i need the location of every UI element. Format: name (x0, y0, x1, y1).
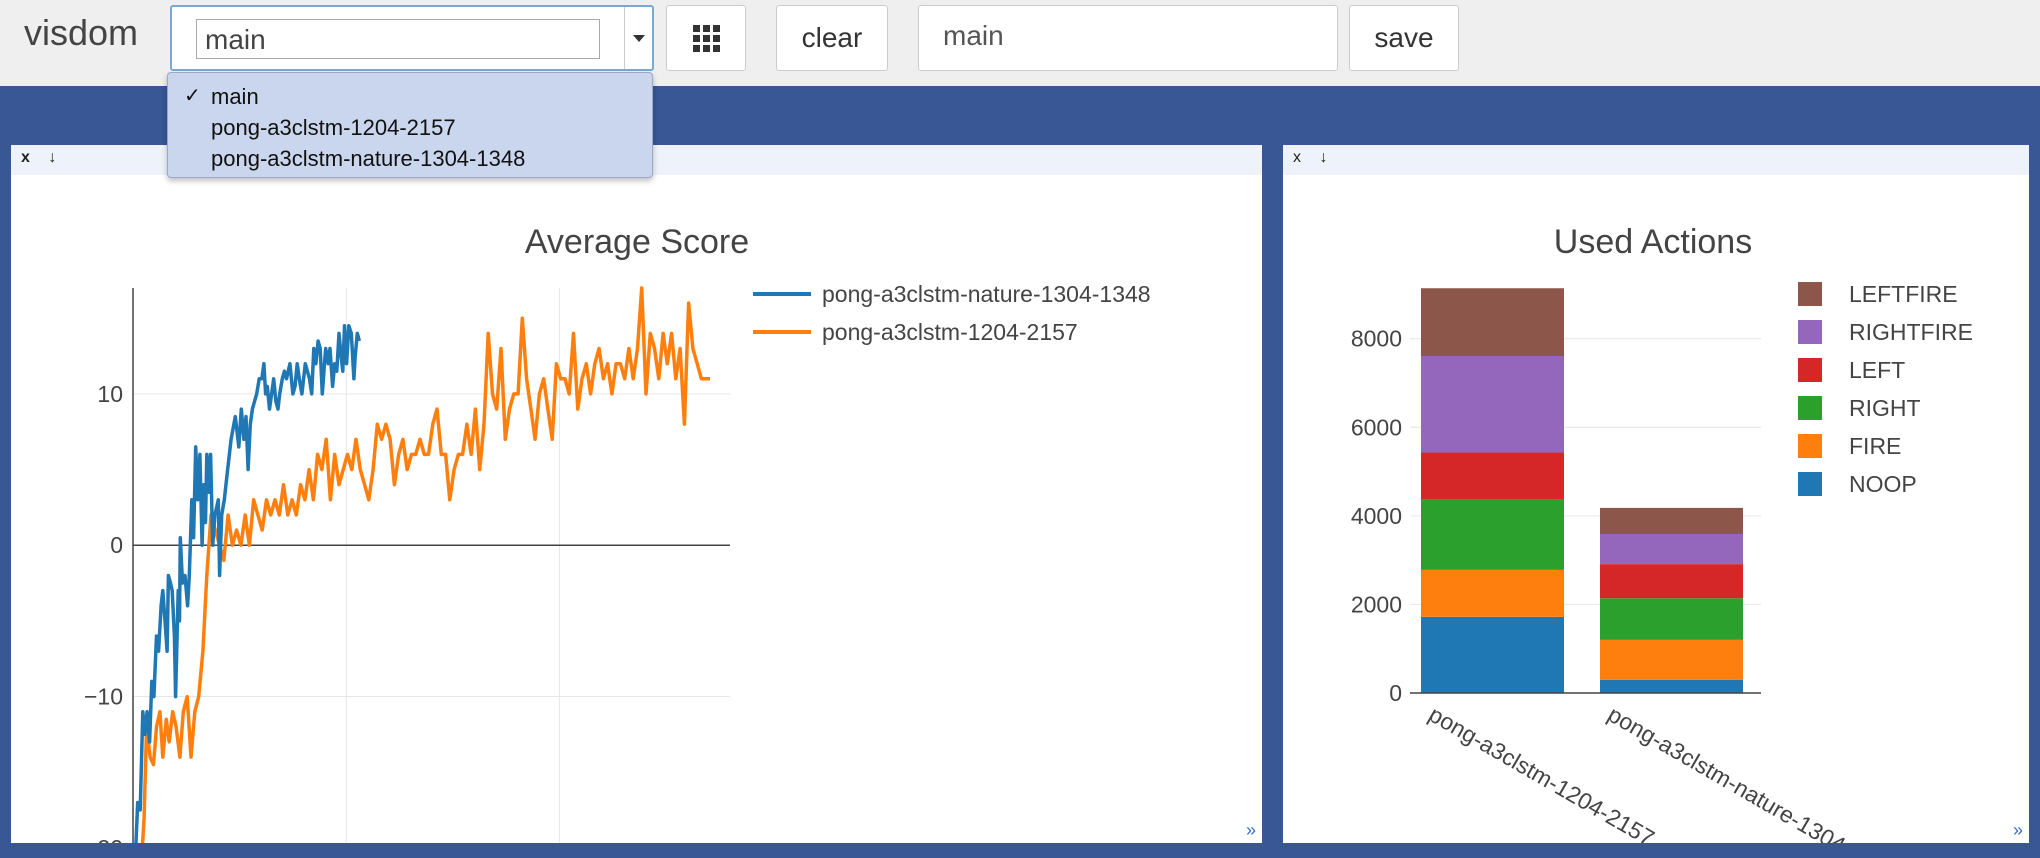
legend-swatch (1798, 282, 1822, 306)
bar-chart: Used Actions02000400060008000pong-a3clst… (1351, 223, 1973, 843)
legend-label: pong-a3clstm-nature-1304-1348 (822, 281, 1151, 307)
legend-label: FIRE (1849, 433, 1901, 459)
legend-swatch (1798, 396, 1822, 420)
layout-button[interactable] (666, 5, 746, 71)
legend-label: pong-a3clstm-1204-2157 (822, 319, 1078, 345)
y-tick-label: 4000 (1351, 503, 1402, 529)
legend-swatch (1798, 472, 1822, 496)
resize-handle[interactable]: » (1245, 820, 1256, 840)
bar-segment (1421, 616, 1564, 693)
line-chart: Average Score05M10M−20−10010pong-a3clstm… (84, 223, 1151, 843)
legend-label: LEFT (1849, 357, 1905, 383)
bar-segment (1600, 507, 1743, 535)
toolbar: visdom main clear main save (0, 0, 2040, 86)
legend-swatch (1798, 358, 1822, 382)
bar-segment (1600, 639, 1743, 680)
chart-title: Average Score (525, 223, 749, 261)
y-tick-label: 0 (1389, 680, 1402, 706)
env-option-label: main (211, 84, 259, 109)
checkmark-icon: ✓ (184, 85, 201, 107)
legend-swatch (1798, 434, 1822, 458)
environment-input[interactable]: main (196, 19, 600, 59)
bar-segment (1421, 288, 1564, 356)
y-tick-label: 10 (97, 381, 123, 407)
save-button[interactable]: save (1349, 5, 1459, 71)
env-option-label: pong-a3clstm-nature-1304-1348 (211, 146, 526, 171)
y-tick-label: 6000 (1351, 414, 1402, 440)
pane-used-actions: x ↓ Used Actions 0 2000 4000 6000 8000 pong-a3… (1283, 145, 2029, 843)
env-option[interactable]: pong-a3clstm-nature-1304-1348 (168, 143, 652, 174)
chart-title: Used Actions (1554, 223, 1752, 261)
pane-average-score: x ↓ Average Score05M10M−20−10010pong-a3c… (11, 145, 1262, 843)
y-tick-label: −20 (84, 835, 123, 843)
legend-label: RIGHTFIRE (1849, 319, 1973, 345)
legend-label: RIGHT (1849, 395, 1921, 421)
y-tick-label: 0 (110, 532, 123, 558)
legend-label: LEFTFIRE (1849, 281, 1958, 307)
download-button[interactable]: ↓ (48, 149, 57, 166)
bar-segment (1421, 355, 1564, 453)
env-option[interactable]: ✓ main (168, 81, 652, 112)
legend-label: NOOP (1849, 471, 1917, 497)
y-tick-label: −10 (84, 684, 123, 710)
pane-header: x ↓ (1283, 145, 2029, 175)
env-option[interactable]: pong-a3clstm-1204-2157 (168, 112, 652, 143)
close-button[interactable]: x (1293, 149, 1301, 166)
y-tick-label: 8000 (1351, 326, 1402, 352)
resize-handle[interactable]: » (2012, 820, 2023, 840)
legend-swatch (1798, 320, 1822, 344)
bar-segment (1421, 452, 1564, 500)
bar-segment (1421, 499, 1564, 570)
bar-segment (1600, 564, 1743, 599)
environment-select[interactable]: main (170, 5, 654, 71)
environment-dropdown: ✓ main pong-a3clstm-1204-2157 pong-a3cls… (167, 72, 653, 178)
bar-segment (1421, 569, 1564, 617)
app-logo: visdom (24, 12, 139, 53)
grid-icon (692, 24, 720, 52)
env-option-label: pong-a3clstm-1204-2157 (211, 115, 456, 140)
bar-segment (1600, 679, 1743, 693)
download-button[interactable]: ↓ (1319, 149, 1328, 166)
series-line (134, 324, 362, 843)
bar-segment (1600, 534, 1743, 565)
view-name-input[interactable]: main (918, 5, 1338, 71)
close-button[interactable]: x (21, 149, 30, 166)
bar-segment (1600, 598, 1743, 640)
chevron-down-icon[interactable] (624, 7, 654, 69)
y-tick-label: 2000 (1351, 591, 1402, 617)
clear-button[interactable]: clear (776, 5, 888, 71)
